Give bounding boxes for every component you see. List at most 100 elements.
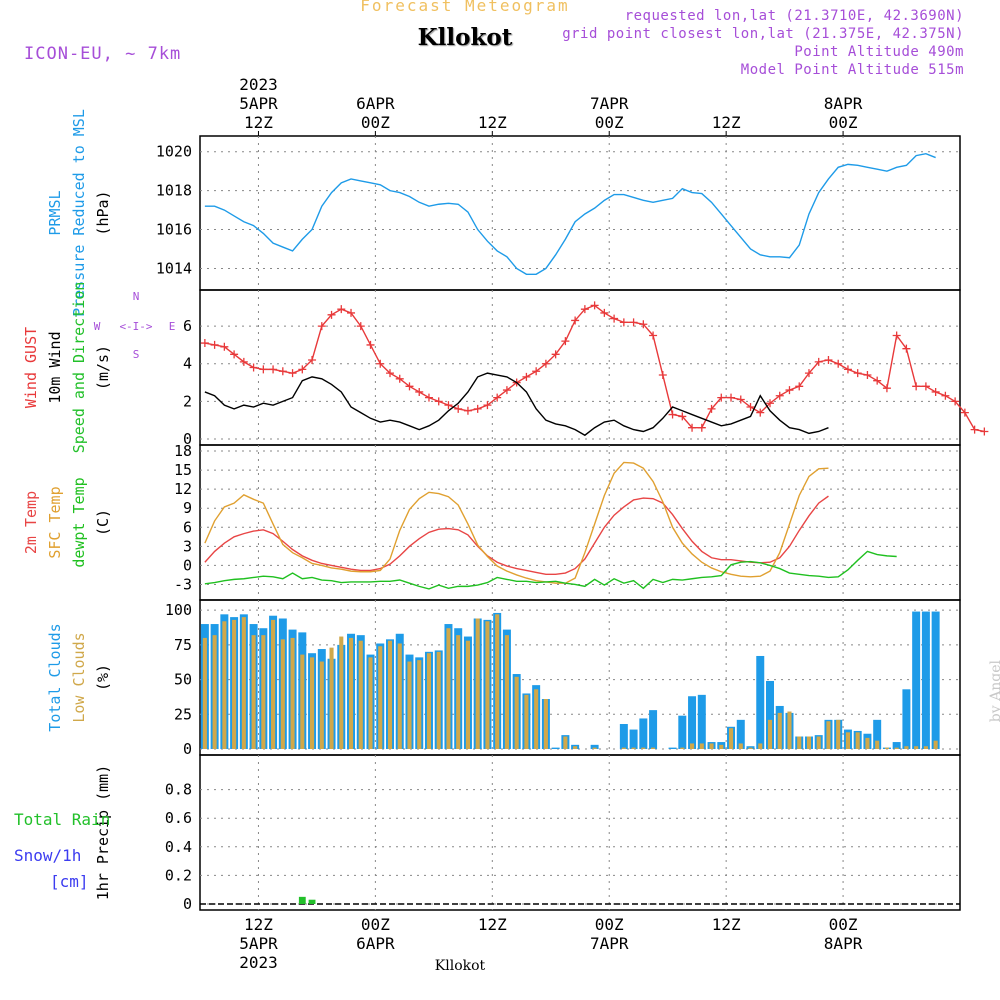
bar-low bbox=[816, 736, 821, 749]
y-tick-label-pressure: 1014 bbox=[156, 259, 192, 277]
y-axis-label-temp: dewpt Temp bbox=[70, 477, 88, 567]
requested-location: requested lon,lat (21.3710E, 42.3690N) bbox=[624, 8, 964, 24]
bar-total bbox=[629, 729, 638, 749]
gust-marker bbox=[522, 372, 531, 381]
y-tick-label-clouds: 75 bbox=[174, 636, 192, 654]
bar-low bbox=[631, 747, 636, 749]
gust-marker bbox=[259, 365, 268, 374]
bar-total bbox=[590, 744, 599, 749]
gust-marker bbox=[571, 316, 580, 325]
bar-low bbox=[719, 744, 724, 749]
top-time-label: 7APR bbox=[590, 94, 629, 113]
bar-low bbox=[368, 657, 373, 749]
bar-low bbox=[699, 743, 704, 749]
bar-low bbox=[758, 743, 763, 749]
bar-low bbox=[475, 618, 480, 749]
y-tick-label-precip: 0.4 bbox=[165, 838, 192, 856]
bar-low bbox=[836, 719, 841, 749]
bar-low bbox=[329, 647, 334, 749]
watermark: by Angel bbox=[988, 660, 1000, 723]
bar-low bbox=[358, 640, 363, 749]
bar-total bbox=[697, 694, 706, 749]
bar-low bbox=[865, 737, 870, 749]
y-tick-label-clouds: 100 bbox=[165, 601, 192, 619]
gust-marker bbox=[600, 308, 609, 317]
series-line-dewpt bbox=[204, 550, 897, 590]
gust-marker bbox=[580, 305, 589, 314]
y-axis-label-pressure: Pressure Reduced to MSL bbox=[70, 109, 88, 317]
bar-low bbox=[241, 617, 246, 749]
y-axis-label-wind: Wind GUST bbox=[22, 327, 40, 408]
bar-low bbox=[222, 621, 227, 749]
panel-frame-pressure bbox=[199, 135, 961, 291]
bar-total bbox=[756, 655, 765, 749]
y-tick-label-temp: 12 bbox=[174, 480, 192, 498]
bar-low bbox=[465, 640, 470, 749]
series-line-t2m bbox=[204, 495, 829, 575]
y-axis-label-wind: 10m Wind bbox=[46, 331, 64, 403]
compass-arrow: <-I-> bbox=[119, 320, 152, 333]
bar-low bbox=[894, 747, 899, 749]
y-tick-label-temp: 15 bbox=[174, 461, 192, 479]
bottom-time-label: 00Z bbox=[595, 915, 624, 934]
bar-low bbox=[767, 719, 773, 749]
y-tick-label-precip: 0.6 bbox=[165, 809, 192, 827]
gust-marker bbox=[834, 359, 843, 368]
bar-low bbox=[212, 635, 217, 749]
bar-low bbox=[641, 747, 646, 749]
gust-marker bbox=[395, 374, 404, 383]
bar-low bbox=[826, 721, 831, 749]
gust-marker bbox=[415, 387, 424, 396]
bar-low bbox=[251, 635, 256, 749]
gust-marker bbox=[678, 412, 687, 421]
gust-marker bbox=[863, 371, 872, 380]
bar-low bbox=[748, 747, 753, 749]
precip-legend-label: Total Rain bbox=[14, 810, 110, 829]
gust-marker bbox=[980, 427, 989, 436]
bottom-time-label: 6APR bbox=[356, 934, 395, 953]
bar-total bbox=[619, 724, 628, 749]
gust-marker bbox=[463, 406, 472, 415]
gust-marker bbox=[308, 355, 317, 364]
y-tick-label-temp: -3 bbox=[174, 575, 192, 593]
gust-marker bbox=[951, 397, 960, 406]
y-axis-label-temp: SFC Temp bbox=[46, 486, 64, 558]
gust-marker bbox=[873, 376, 882, 385]
y-tick-label-temp: 9 bbox=[183, 499, 192, 517]
y-tick-label-precip: 0.8 bbox=[165, 781, 192, 799]
gust-marker bbox=[892, 331, 901, 340]
bar-low bbox=[914, 746, 919, 749]
bar-low bbox=[397, 643, 402, 749]
bar-total bbox=[873, 719, 882, 749]
y-tick-label-wind: 6 bbox=[183, 317, 192, 335]
bar-low bbox=[387, 640, 393, 749]
gust-marker bbox=[736, 395, 745, 404]
top-time-label: 5APR bbox=[239, 94, 278, 113]
bar-low bbox=[933, 740, 938, 749]
gust-marker bbox=[688, 423, 697, 432]
y-tick-label-temp: 6 bbox=[183, 518, 192, 536]
y-tick-label-clouds: 25 bbox=[174, 705, 192, 723]
bar-low bbox=[504, 635, 509, 749]
bar-low bbox=[777, 712, 782, 749]
bar-low bbox=[378, 646, 383, 749]
bottom-time-label: 00Z bbox=[829, 915, 858, 934]
bottom-time-label: 12Z bbox=[478, 915, 507, 934]
model-label: ICON-EU, ~ 7km bbox=[24, 44, 182, 64]
model-point-altitude: Model Point Altitude 515m bbox=[740, 62, 964, 78]
bar-rain bbox=[298, 896, 306, 904]
gust-marker bbox=[590, 301, 599, 310]
bar-low bbox=[495, 614, 500, 749]
bar-total bbox=[668, 747, 677, 749]
y-tick-label-wind: 4 bbox=[183, 355, 192, 373]
bar-total bbox=[931, 611, 940, 749]
gust-marker bbox=[902, 344, 911, 353]
y-tick-label-pressure: 1020 bbox=[156, 143, 192, 161]
footer-location: Kllokot bbox=[434, 958, 486, 974]
bar-total bbox=[688, 696, 697, 749]
panel-frame-temp bbox=[199, 444, 961, 601]
gust-marker bbox=[493, 393, 502, 402]
top-time-label: 00Z bbox=[361, 113, 390, 132]
chart-subtitle: Forecast Meteogram bbox=[360, 0, 570, 15]
point-altitude: Point Altitude 490m bbox=[794, 44, 964, 60]
